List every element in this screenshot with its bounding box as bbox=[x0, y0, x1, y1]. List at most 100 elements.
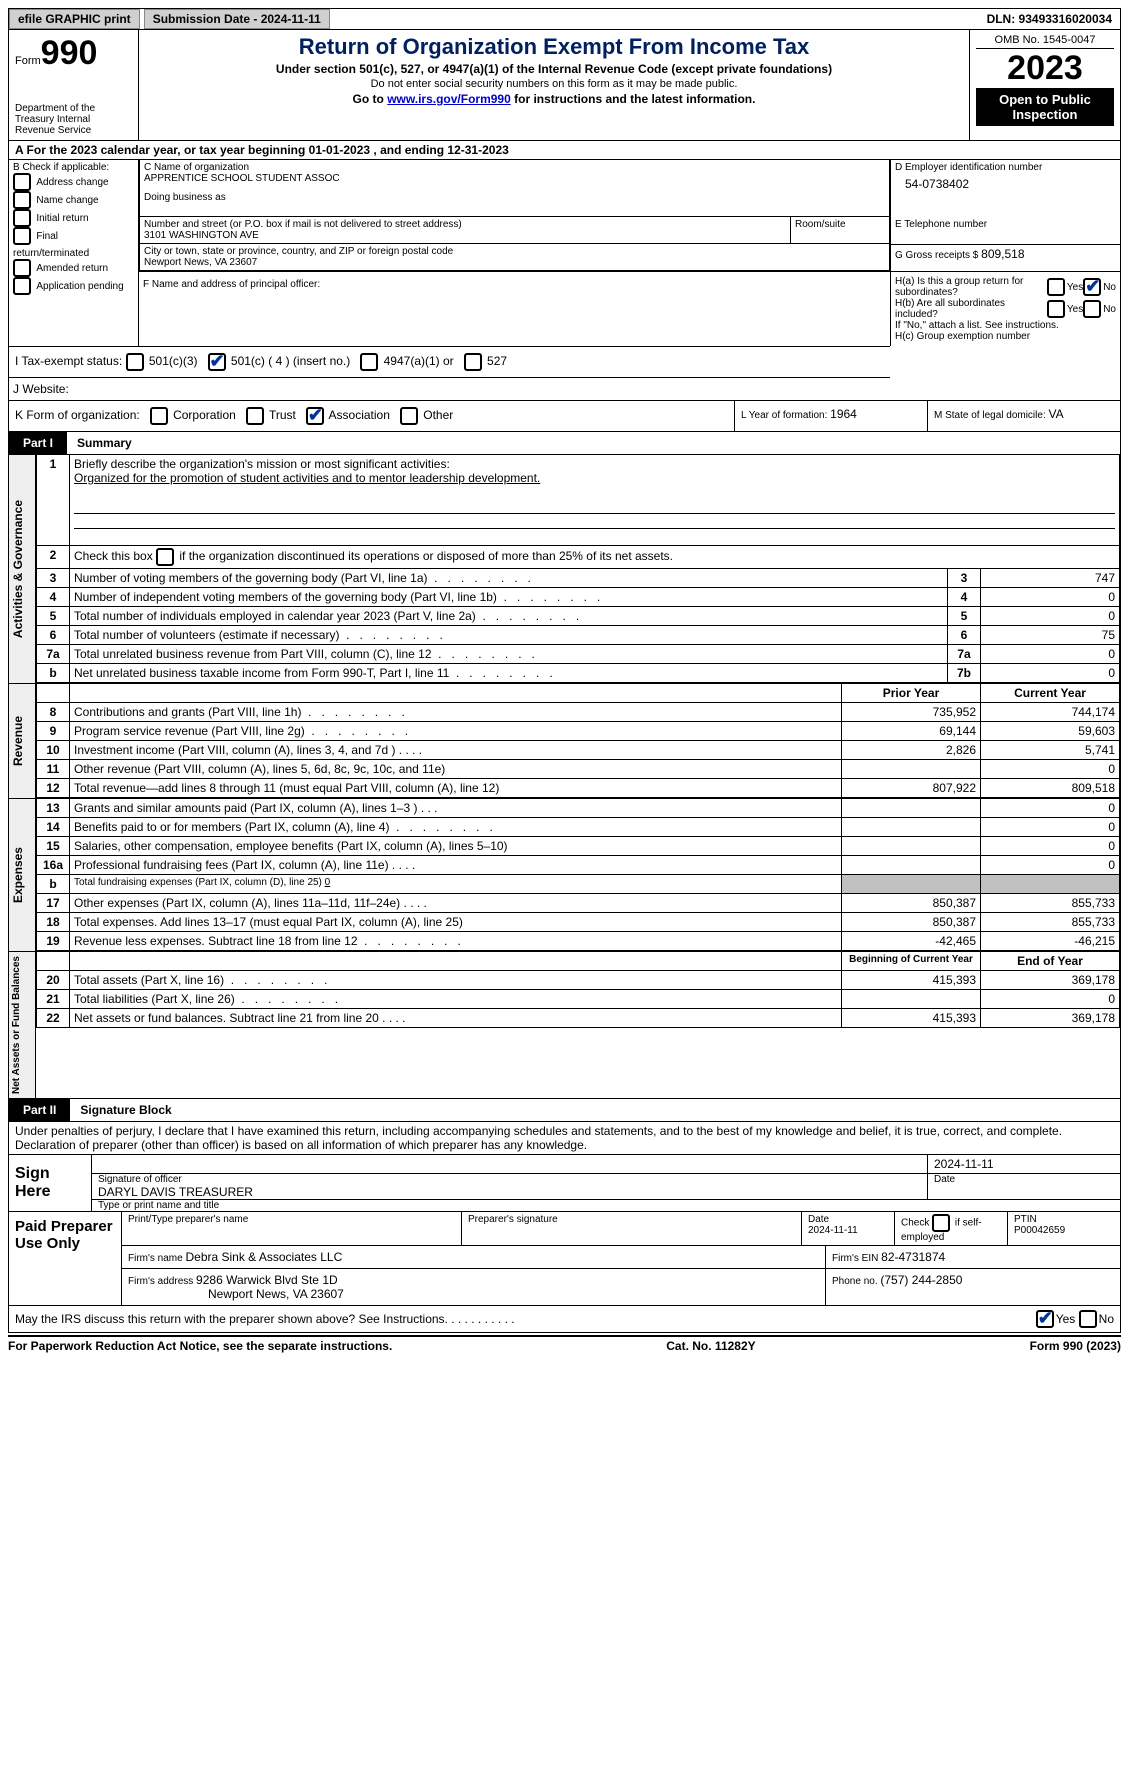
chk-hb-yes[interactable] bbox=[1047, 300, 1065, 318]
side-expenses: Expenses bbox=[9, 843, 35, 907]
c-street-label: Number and street (or P.O. box if mail i… bbox=[144, 219, 786, 230]
form-subtitle-2: Do not enter social security numbers on … bbox=[145, 78, 963, 90]
g-value: 809,518 bbox=[981, 247, 1024, 261]
line-a-mid: , and ending bbox=[373, 143, 447, 157]
chk-self-employed[interactable] bbox=[932, 1214, 950, 1232]
m-label: M State of legal domicile: bbox=[934, 410, 1049, 421]
m-val: VA bbox=[1049, 407, 1064, 421]
part1-header: Part I Summary bbox=[8, 432, 1121, 455]
chk-amended[interactable] bbox=[13, 259, 31, 277]
f-label: F Name and address of principal officer: bbox=[143, 279, 320, 290]
chk-final-return[interactable] bbox=[13, 227, 31, 245]
ptin-val: P00042659 bbox=[1014, 1225, 1065, 1236]
i-label: I Tax-exempt status: bbox=[15, 354, 122, 368]
may-text: May the IRS discuss this return with the… bbox=[15, 1312, 448, 1326]
form-subtitle-1: Under section 501(c), 527, or 4947(a)(1)… bbox=[145, 62, 963, 76]
l11-label: Other revenue (Part VIII, column (A), li… bbox=[74, 762, 445, 776]
prep-sig-label: Preparer's signature bbox=[462, 1212, 802, 1245]
l12-prior: 807,922 bbox=[842, 779, 981, 798]
e-label: E Telephone number bbox=[895, 219, 1116, 230]
lbl-name-change: Name change bbox=[36, 195, 98, 206]
lbl-address-change: Address change bbox=[36, 177, 108, 188]
opt-501c: 501(c) ( 4 ) (insert no.) bbox=[231, 354, 350, 368]
chk-discontinued[interactable] bbox=[156, 548, 174, 566]
l10-curr: 5,741 bbox=[981, 741, 1120, 760]
form-title: Return of Organization Exempt From Incom… bbox=[145, 34, 963, 60]
l14-prior bbox=[842, 818, 981, 837]
l7a-val: 0 bbox=[981, 645, 1120, 664]
opt-501c3: 501(c)(3) bbox=[149, 354, 198, 368]
chk-4947[interactable] bbox=[360, 353, 378, 371]
chk-may-no[interactable] bbox=[1079, 1310, 1097, 1328]
phone-val: (757) 244-2850 bbox=[880, 1273, 962, 1287]
may-no: No bbox=[1099, 1312, 1114, 1326]
l18-label: Total expenses. Add lines 13–17 (must eq… bbox=[74, 915, 463, 929]
opt-4947: 4947(a)(1) or bbox=[384, 354, 454, 368]
l18-curr: 855,733 bbox=[981, 913, 1120, 932]
chk-corp[interactable] bbox=[150, 407, 168, 425]
hdr-eoy: End of Year bbox=[981, 952, 1120, 971]
hc-label: H(c) Group exemption number bbox=[895, 331, 1116, 342]
page-footer: For Paperwork Reduction Act Notice, see … bbox=[8, 1335, 1121, 1353]
l17-label: Other expenses (Part IX, column (A), lin… bbox=[74, 896, 400, 910]
l22-eoy: 369,178 bbox=[981, 1009, 1120, 1028]
hb-yes: Yes bbox=[1067, 304, 1083, 315]
chk-501c3[interactable] bbox=[126, 353, 144, 371]
l9-prior: 69,144 bbox=[842, 722, 981, 741]
section-governance: Activities & Governance 1 Briefly descri… bbox=[8, 455, 1121, 684]
chk-may-yes[interactable] bbox=[1036, 1310, 1054, 1328]
l1-value: Organized for the promotion of student a… bbox=[74, 471, 540, 485]
chk-527[interactable] bbox=[464, 353, 482, 371]
l17-prior: 850,387 bbox=[842, 894, 981, 913]
chk-ha-yes[interactable] bbox=[1047, 278, 1065, 296]
l8-curr: 744,174 bbox=[981, 703, 1120, 722]
col-b-header: B Check if applicable: bbox=[13, 162, 134, 173]
firm-label: Firm's name bbox=[128, 1253, 185, 1264]
footer-right: Form 990 (2023) bbox=[1030, 1339, 1121, 1353]
chk-name-change[interactable] bbox=[13, 191, 31, 209]
dln: DLN: 93493316020034 bbox=[979, 10, 1120, 28]
l13-prior bbox=[842, 799, 981, 818]
open-to-public: Open to Public Inspection bbox=[976, 88, 1114, 126]
chk-other[interactable] bbox=[400, 407, 418, 425]
l13-label: Grants and similar amounts paid (Part IX… bbox=[74, 801, 417, 815]
chk-501c[interactable] bbox=[208, 353, 226, 371]
l9-label: Program service revenue (Part VIII, line… bbox=[74, 724, 408, 738]
l6-label: Total number of volunteers (estimate if … bbox=[74, 628, 443, 642]
ptin-label: PTIN bbox=[1014, 1214, 1037, 1225]
c-street: 3101 WASHINGTON AVE bbox=[144, 230, 786, 241]
section-net-assets: Net Assets or Fund Balances Beginning of… bbox=[8, 952, 1121, 1099]
paid-side-label: Paid Preparer Use Only bbox=[9, 1212, 122, 1305]
l16b-prior-grey bbox=[842, 875, 981, 894]
chk-hb-no[interactable] bbox=[1083, 300, 1101, 318]
l19-prior: -42,465 bbox=[842, 932, 981, 951]
l3-label: Number of voting members of the governin… bbox=[74, 571, 531, 585]
l16b-val: 0 bbox=[325, 877, 331, 888]
c-dba-label: Doing business as bbox=[144, 192, 885, 203]
part1-tag: Part I bbox=[9, 432, 67, 454]
hb-no: No bbox=[1103, 304, 1116, 315]
chk-assoc[interactable] bbox=[306, 407, 324, 425]
goto-post: for instructions and the latest informat… bbox=[511, 92, 756, 106]
h-note: If "No," attach a list. See instructions… bbox=[895, 320, 1116, 331]
chk-initial-return[interactable] bbox=[13, 209, 31, 227]
chk-ha-no[interactable] bbox=[1083, 278, 1101, 296]
side-net: Net Assets or Fund Balances bbox=[9, 952, 35, 1098]
opt-assoc: Association bbox=[329, 408, 390, 422]
chk-address-change[interactable] bbox=[13, 173, 31, 191]
prep-date-label: Date bbox=[808, 1214, 829, 1225]
line-a-begin: 01-01-2023 bbox=[309, 143, 370, 157]
header-section: B Check if applicable: Address change Na… bbox=[8, 160, 1121, 401]
chk-app-pending[interactable] bbox=[13, 277, 31, 295]
irs-link[interactable]: www.irs.gov/Form990 bbox=[387, 92, 511, 106]
prep-name-label: Print/Type preparer's name bbox=[122, 1212, 462, 1245]
chk-trust[interactable] bbox=[246, 407, 264, 425]
l14-curr: 0 bbox=[981, 818, 1120, 837]
g-label: G Gross receipts $ bbox=[895, 250, 981, 261]
opt-527: 527 bbox=[487, 354, 507, 368]
l1-label: Briefly describe the organization's miss… bbox=[74, 457, 450, 471]
efile-button[interactable]: efile GRAPHIC print bbox=[9, 9, 140, 29]
firm-name: Debra Sink & Associates LLC bbox=[185, 1250, 342, 1264]
c-city: Newport News, VA 23607 bbox=[144, 257, 885, 268]
d-ein: 54-0738402 bbox=[895, 173, 1116, 195]
